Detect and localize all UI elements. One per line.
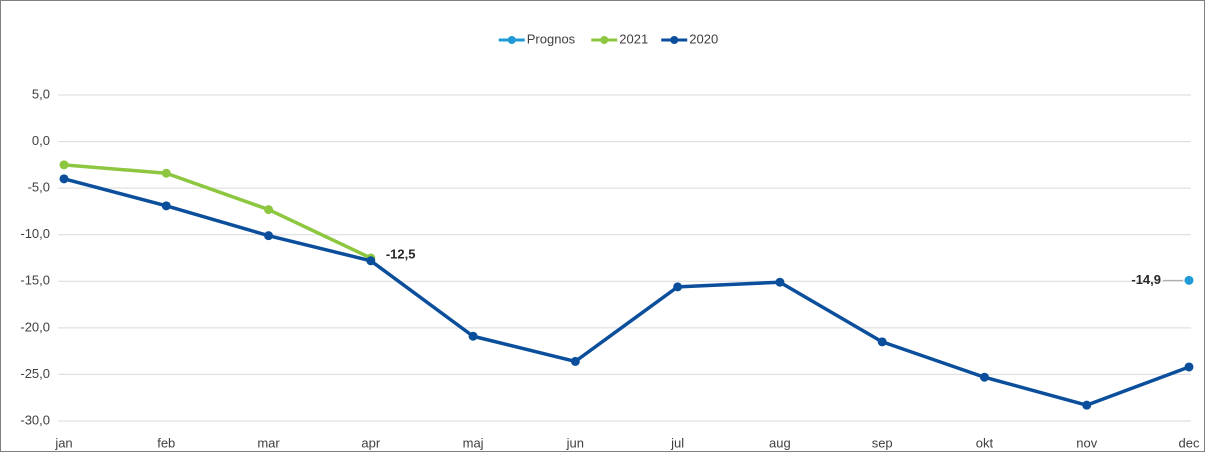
legend-marker bbox=[670, 36, 679, 44]
y-tick-label: -5,0 bbox=[28, 180, 50, 195]
data-point bbox=[1184, 275, 1194, 285]
data-point bbox=[161, 201, 171, 211]
x-tick-label: jul bbox=[670, 435, 684, 450]
legend-label: 2020 bbox=[689, 31, 718, 46]
data-point bbox=[673, 282, 683, 292]
data-point bbox=[59, 160, 69, 170]
data-point bbox=[570, 356, 580, 366]
series-line bbox=[63, 177, 1190, 407]
y-tick-label: -30,0 bbox=[20, 412, 50, 427]
y-tick-label: -15,0 bbox=[20, 273, 50, 288]
data-point bbox=[264, 231, 274, 241]
data-point bbox=[1184, 362, 1194, 372]
data-point bbox=[877, 337, 887, 347]
x-tick-label: maj bbox=[463, 435, 484, 450]
x-tick-label: nov bbox=[1076, 435, 1097, 450]
x-tick-label: aug bbox=[769, 435, 791, 450]
y-tick-label: -25,0 bbox=[20, 366, 50, 381]
x-tick-label: jun bbox=[566, 435, 584, 450]
y-tick-label: 5,0 bbox=[32, 86, 50, 101]
x-tick-label: apr bbox=[361, 435, 380, 450]
data-point bbox=[59, 174, 69, 184]
series-line bbox=[63, 163, 372, 260]
data-label: -12,5 bbox=[386, 246, 416, 261]
x-tick-label: okt bbox=[976, 435, 994, 450]
data-point bbox=[1082, 400, 1092, 410]
data-point bbox=[264, 205, 274, 215]
y-tick-label: 0,0 bbox=[32, 133, 50, 148]
legend-marker bbox=[600, 36, 609, 44]
legend-label: Prognos bbox=[527, 31, 576, 46]
x-tick-label: sep bbox=[872, 435, 893, 450]
legend-marker bbox=[507, 36, 516, 44]
data-point bbox=[775, 277, 785, 287]
data-point bbox=[468, 331, 478, 341]
x-tick-label: mar bbox=[257, 435, 280, 450]
data-point bbox=[161, 168, 171, 178]
data-point bbox=[979, 372, 989, 382]
x-tick-label: feb bbox=[157, 435, 175, 450]
x-tick-label: jan bbox=[54, 435, 72, 450]
y-tick-label: -10,0 bbox=[20, 226, 50, 241]
legend-label: 2021 bbox=[619, 31, 648, 46]
data-point bbox=[366, 256, 376, 266]
y-tick-label: -20,0 bbox=[20, 319, 50, 334]
data-label: -14,9 bbox=[1131, 272, 1161, 287]
x-tick-label: dec bbox=[1179, 435, 1200, 450]
